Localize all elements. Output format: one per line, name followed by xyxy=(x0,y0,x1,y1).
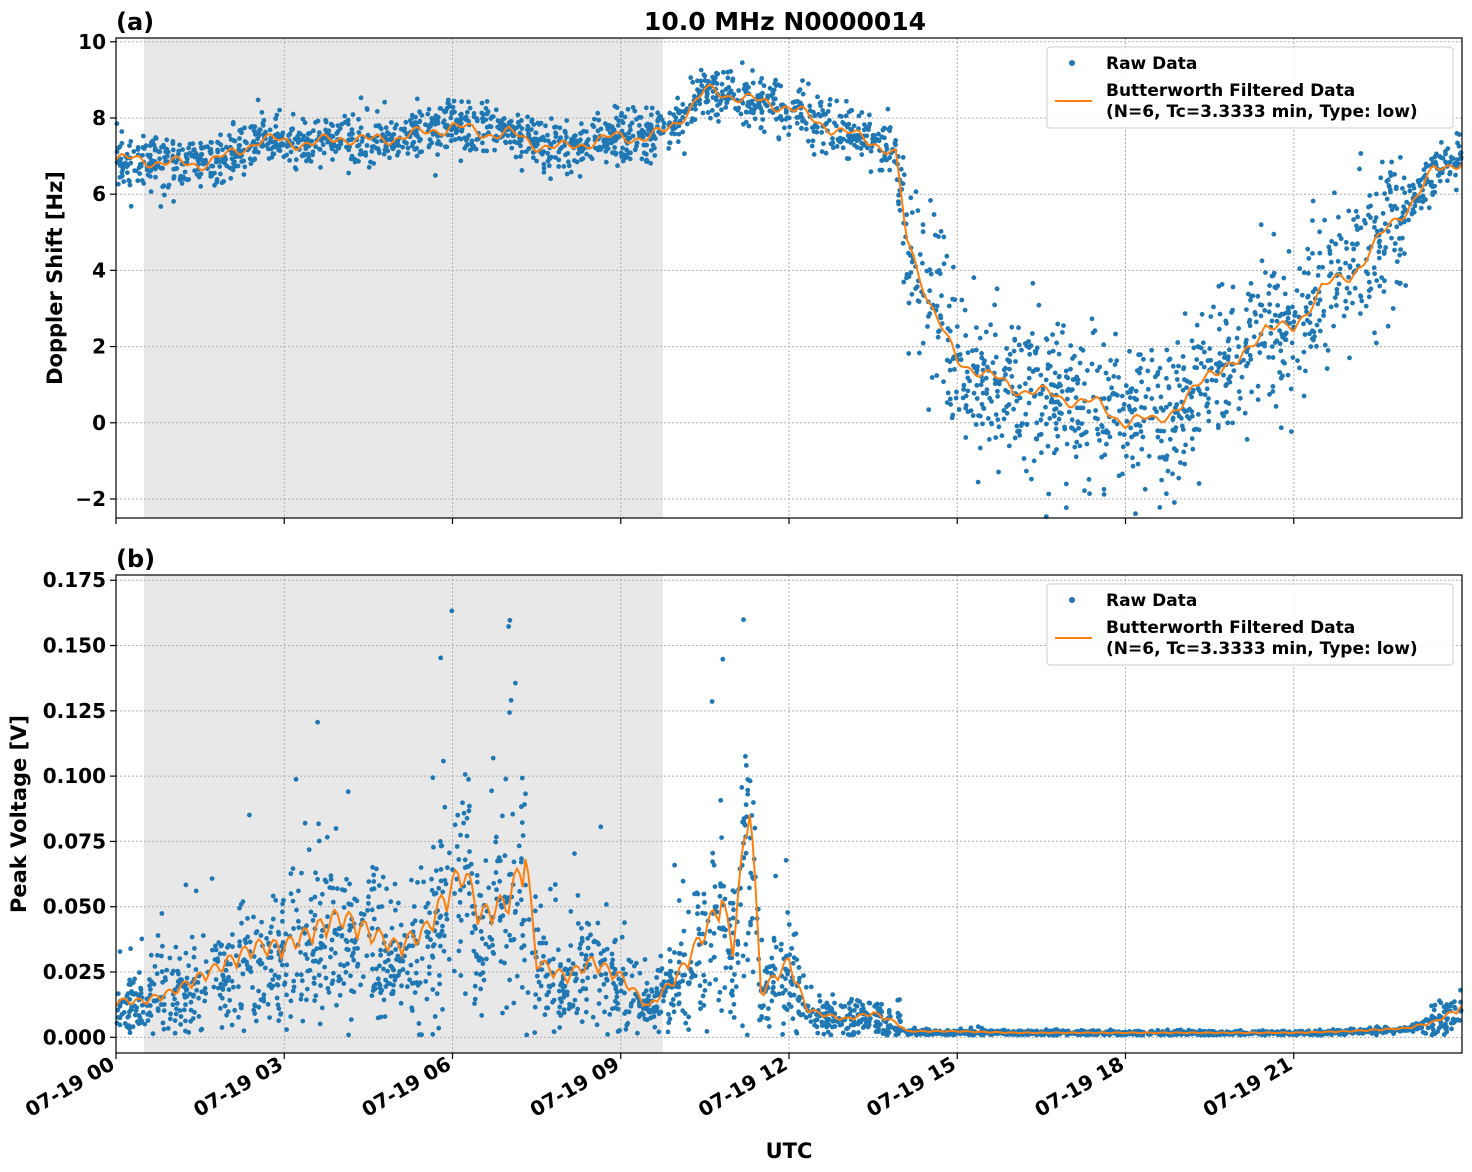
x-tick-label-5: 07-19 15 xyxy=(862,1052,960,1122)
panel-b-legend-filtered-label-2: (N=6, Tc=3.3333 min, Type: low) xyxy=(1106,639,1418,659)
figure-title: 10.0 MHz N0000014 xyxy=(644,7,926,36)
panel-b-legend: Raw Data Butterworth Filtered Data (N=6,… xyxy=(1046,583,1454,666)
panel-a-label: (a) xyxy=(116,8,154,36)
y-tick-label-3: 0.075 xyxy=(43,829,106,853)
panel-b-y-axis-label: Peak Voltage [V] xyxy=(7,715,31,913)
y-tick-label-6: 0.150 xyxy=(43,634,106,658)
panel-a-night-shade xyxy=(144,38,663,518)
panel-a-legend: Raw Data Butterworth Filtered Data (N=6,… xyxy=(1046,46,1454,129)
panel-a: −2 0 2 4 6 8 10 (a) Doppler Shift [Hz] Raw Dat… xyxy=(43,8,1464,524)
x-tick-label-3: 07-19 09 xyxy=(526,1052,624,1122)
y-tick-label-1: 0.025 xyxy=(43,960,106,984)
x-tick-label-1: 07-19 03 xyxy=(189,1052,287,1122)
y-tick-label-0: 0.000 xyxy=(43,1025,106,1049)
y-tick-label-4: 0.100 xyxy=(43,764,106,788)
panel-a-legend-raw-marker xyxy=(1069,60,1075,66)
panel-b-x-ticks xyxy=(115,1053,1295,1059)
y-tick-label-3: 4 xyxy=(92,258,106,282)
y-tick-label-6: 10 xyxy=(78,30,106,54)
panel-a-legend-filtered-label-1: Butterworth Filtered Data xyxy=(1106,81,1355,101)
panel-b: 0.000 0.025 0.050 0.075 0.100 0.125 0.150 0.175… xyxy=(7,545,1464,1059)
panel-b-legend-filtered-label-1: Butterworth Filtered Data xyxy=(1106,618,1355,638)
panel-a-legend-filtered-label-2: (N=6, Tc=3.3333 min, Type: low) xyxy=(1106,102,1418,122)
panel-a-x-ticks xyxy=(115,518,1295,524)
x-tick-labels: 07-19 00 07-19 03 07-19 06 07-19 09 07-19 12… xyxy=(21,1052,1296,1122)
panel-b-legend-raw-label: Raw Data xyxy=(1106,591,1197,611)
raw-data-points xyxy=(114,60,1464,520)
x-tick-label-0: 07-19 00 xyxy=(21,1052,119,1122)
y-tick-label-2: 2 xyxy=(92,335,106,359)
panel-a-y-ticks: −2 0 2 4 6 8 10 xyxy=(75,30,116,511)
x-tick-label-6: 07-19 18 xyxy=(1030,1052,1128,1122)
panel-b-label: (b) xyxy=(116,545,155,573)
x-tick-label-2: 07-19 06 xyxy=(357,1052,455,1122)
y-tick-label-5: 8 xyxy=(92,106,106,130)
y-tick-label-4: 6 xyxy=(92,182,106,206)
x-tick-label-7: 07-19 21 xyxy=(1199,1052,1297,1122)
panel-b-legend-raw-marker xyxy=(1069,597,1075,603)
y-tick-label-2: 0.050 xyxy=(43,895,106,919)
y-tick-label-7: 0.175 xyxy=(43,568,106,592)
y-tick-label-0: −2 xyxy=(75,487,106,511)
panel-b-y-ticks: 0.000 0.025 0.050 0.075 0.100 0.125 0.150 0.175 xyxy=(43,568,116,1049)
y-tick-label-5: 0.125 xyxy=(43,699,106,723)
panel-a-filtered-line xyxy=(115,83,1463,430)
panel-a-raw-points xyxy=(114,60,1464,520)
panel-b-filtered-line xyxy=(115,814,1463,1035)
panel-a-y-axis-label: Doppler Shift [Hz] xyxy=(43,171,67,385)
x-tick-label-4: 07-19 12 xyxy=(694,1052,792,1122)
x-axis-label: UTC xyxy=(766,1139,813,1163)
panel-a-legend-raw-label: Raw Data xyxy=(1106,54,1197,74)
y-tick-label-1: 0 xyxy=(92,411,106,435)
